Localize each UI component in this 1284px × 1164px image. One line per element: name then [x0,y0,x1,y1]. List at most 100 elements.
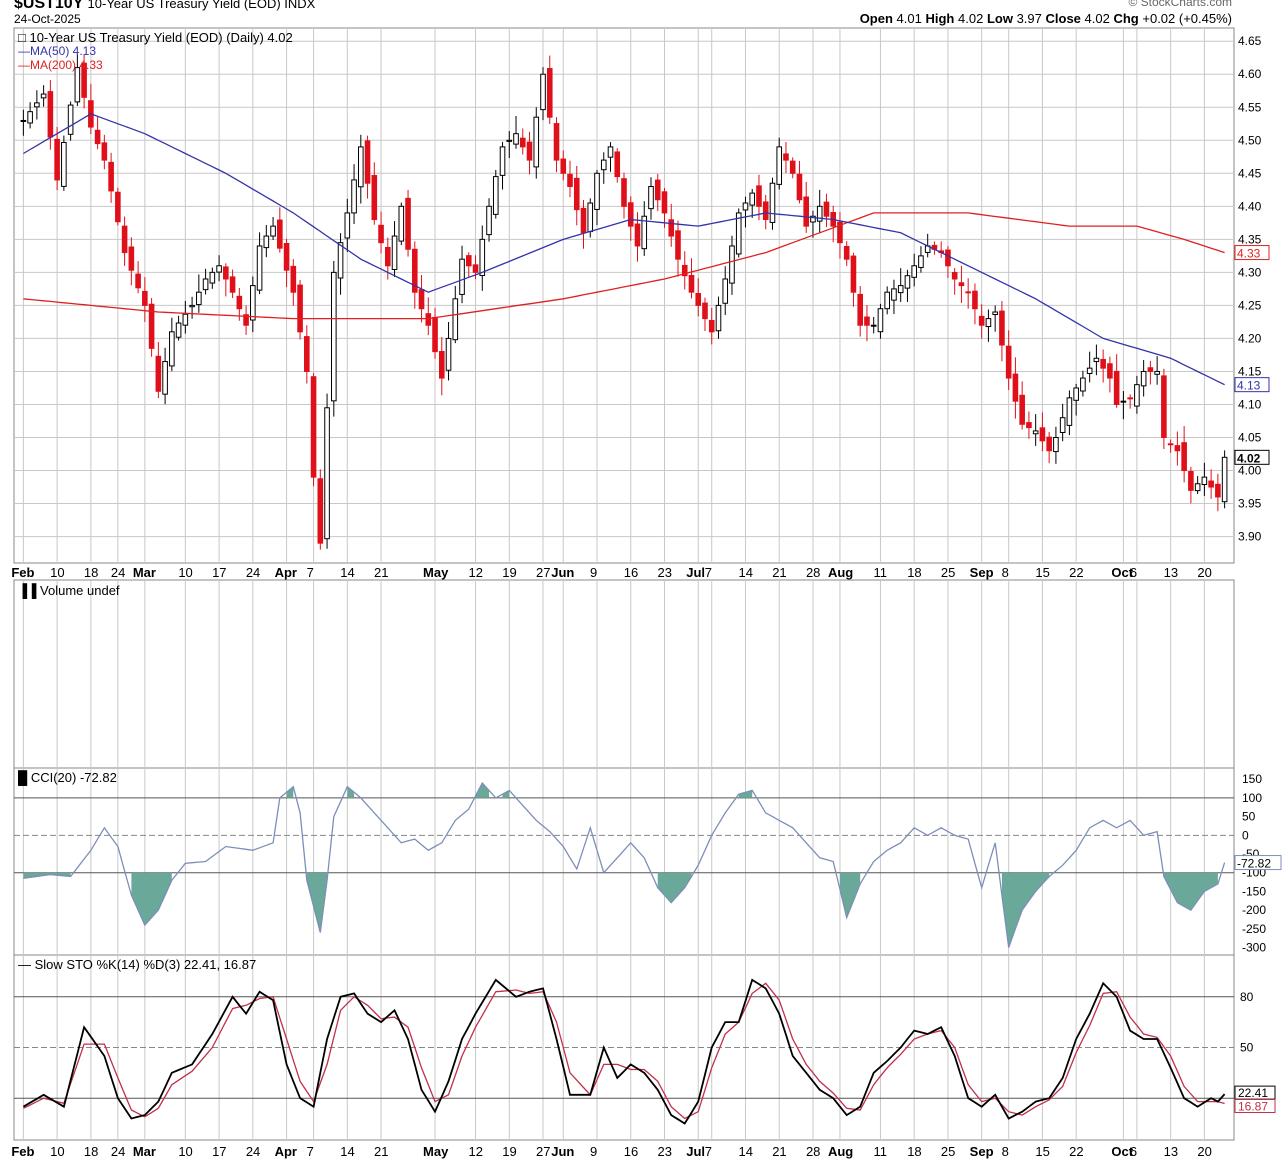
sto-x-label: 7 [705,1144,712,1159]
price-x-label: 12 [469,565,483,580]
candle-body [405,197,411,250]
price-axis-tick: 4.40 [1238,199,1262,213]
price-x-label: 10 [50,565,64,580]
candle-body [216,265,222,273]
price-axis-tick: 4.60 [1238,67,1262,81]
candle-body [324,407,330,540]
candle-body [1174,445,1181,452]
candle-body [81,62,87,98]
candle-body [1093,357,1100,363]
candle-body [978,315,985,326]
open-value: 4.01 [896,11,922,26]
candle-body [108,161,114,192]
price-tag-label: 4.33 [1237,247,1261,261]
low-label: Low [986,11,1013,26]
candle-body [94,129,101,145]
candle-body [675,230,681,260]
candle-body [965,291,971,294]
candle-body [229,276,236,293]
cci-axis-tick: -250 [1242,922,1266,936]
candle-body [573,177,580,211]
candle-body [999,310,1005,346]
price-axis-tick: 3.90 [1238,530,1262,544]
sto-x-label: Aug [828,1144,853,1159]
cci-value-label: -72.82 [1237,857,1271,871]
candle-body [1181,442,1187,472]
candle-body [1032,430,1039,435]
price-axis-tick: 4.50 [1238,133,1262,147]
symbol-title: $UST10Y 10-Year US Treasury Yield (EOD) … [14,0,315,13]
candle-body [661,191,668,214]
candle-body [891,288,897,301]
sto-d-tag [1234,1098,1276,1113]
price-x-label: 21 [374,565,388,580]
candle-body [411,248,418,293]
candle-body [546,68,553,118]
candle-body [1147,367,1154,372]
candle-body [553,123,560,161]
candle-body [121,225,128,254]
candle-body [135,273,141,289]
candle-body [459,258,465,295]
candle-body [958,282,965,287]
candle-body [1113,370,1120,405]
price-x-label: 10 [178,565,192,580]
sto-k-line [22,978,1226,1125]
candle-body [587,202,594,233]
price-axis-tick: 4.05 [1238,431,1262,445]
cci-fill [1001,872,1050,948]
price-axis-tick: 4.15 [1238,364,1262,378]
candle-body [344,212,351,239]
ohlc-readout: Open 4.01 High 4.02 Low 3.97 Close 4.02 … [860,11,1232,26]
candle-body [290,265,297,293]
candle-body [722,278,729,304]
candle-body [486,205,492,236]
candle-body [378,224,384,244]
candle-body [506,139,513,142]
price-x-label: 28 [806,565,820,580]
candle-body [27,111,33,124]
sto-x-label: 14 [738,1144,752,1159]
sto-x-label: 12 [469,1144,483,1159]
sto-k-tag-label: 22.41 [1238,1086,1268,1100]
price-x-label: 20 [1197,565,1211,580]
sto-x-label: 15 [1035,1144,1049,1159]
price-x-label: 13 [1164,565,1178,580]
cci-panel [13,767,1235,956]
sto-x-label: 25 [941,1144,955,1159]
candle-body [749,192,756,206]
price-x-label: 14 [340,565,354,580]
price-axis-tick: 4.00 [1238,464,1262,478]
candle-body [1154,370,1160,375]
candle-body [776,146,783,185]
candle-body [715,304,722,332]
price-x-label: 24 [246,565,260,580]
price-x-label: 17 [212,565,226,580]
sto-d-line [23,982,1225,1120]
candle-body [519,137,526,148]
candle-body [1208,480,1214,488]
candle-body [270,225,276,237]
sto-x-label: May [423,1144,449,1159]
sto-x-label: Oct [1111,1144,1133,1159]
candle-body [864,316,870,326]
candle-body [256,245,263,291]
candle-body [196,291,202,306]
cci-axis-tick: -300 [1242,941,1266,955]
sto-x-label: 13 [1164,1144,1178,1159]
candle-body [277,219,283,249]
candle-body [472,264,479,273]
cci-fill [502,790,510,798]
sto-x-label: 19 [502,1144,516,1159]
candle-body [20,119,27,122]
sto-x-label: 6 [1130,1144,1137,1159]
candle-body [128,246,135,271]
price-panel [13,27,1235,564]
price-x-label: 6 [1130,565,1137,580]
sto-x-label: 21 [772,1144,786,1159]
candle-body [209,271,216,284]
candle-body [1167,443,1174,446]
sto-x-label: 24 [111,1144,125,1159]
sto-x-label: 21 [374,1144,388,1159]
sto-x-label: 28 [806,1144,820,1159]
